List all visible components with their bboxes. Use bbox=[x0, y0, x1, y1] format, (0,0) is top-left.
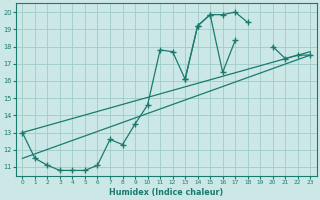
X-axis label: Humidex (Indice chaleur): Humidex (Indice chaleur) bbox=[109, 188, 223, 197]
